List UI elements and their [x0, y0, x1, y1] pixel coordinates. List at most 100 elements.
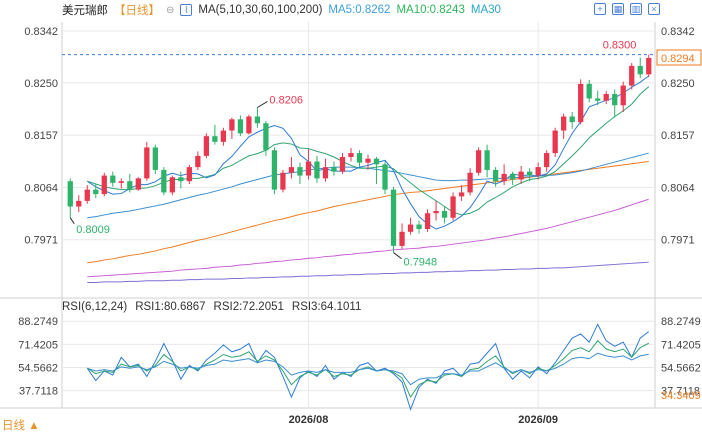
- candle: [118, 178, 124, 189]
- candle: [382, 161, 388, 195]
- candle-body: [254, 116, 261, 124]
- candle: [475, 147, 482, 176]
- period-selector[interactable]: 【日线】: [114, 5, 160, 17]
- candle: [356, 150, 363, 168]
- rsi-tick-right: 54.5662: [661, 362, 701, 374]
- candle: [527, 168, 533, 182]
- candle-body: [612, 94, 618, 106]
- candle-body: [467, 172, 473, 193]
- candle: [629, 63, 635, 90]
- candle-body: [161, 169, 167, 193]
- main-legend: 美元瑞郎 【日线】 ⊖ ⌇ MA(5,10,30,60,100,200) MA5…: [62, 2, 501, 18]
- last-price-label: 0.8294: [661, 53, 695, 65]
- candle-body: [110, 175, 116, 183]
- candle: [246, 114, 252, 135]
- candle-body: [373, 158, 380, 165]
- candle: [424, 209, 431, 232]
- peak-annotation: 0.8206: [269, 95, 303, 107]
- candle: [535, 162, 541, 180]
- high-annotation: 0.8300: [603, 40, 637, 52]
- rsi2-value: RSI2:72.2051: [213, 301, 284, 313]
- candle: [501, 164, 507, 186]
- candle-body: [509, 173, 516, 180]
- candle-body: [280, 172, 286, 190]
- candle-body: [450, 196, 456, 218]
- candle-body: [578, 83, 584, 123]
- candle-body: [348, 153, 354, 157]
- candle: [254, 107, 261, 128]
- candle-body: [629, 65, 635, 86]
- candle: [203, 133, 210, 159]
- price-tick-right: 0.7971: [661, 235, 695, 247]
- candle-body: [552, 130, 558, 154]
- chart-toolbar: + ▦ ▥ ×: [594, 3, 660, 15]
- rsi3-line: [87, 352, 649, 386]
- grid-icon[interactable]: ▦: [612, 3, 624, 15]
- candle: [509, 171, 516, 186]
- candle: [348, 148, 354, 162]
- ma10-line: [87, 86, 650, 216]
- candle-body: [203, 136, 210, 156]
- candle-body: [263, 123, 269, 151]
- candle: [467, 168, 473, 196]
- candle: [612, 89, 618, 118]
- ma5-line: [86, 75, 650, 230]
- candle: [390, 186, 397, 253]
- candle-body: [212, 136, 218, 142]
- crosshair-icon[interactable]: +: [594, 3, 606, 15]
- candle-body: [331, 167, 337, 172]
- layout-icon[interactable]: ▥: [630, 3, 642, 15]
- candle-body: [620, 85, 626, 106]
- indicator-icon[interactable]: ⌇: [180, 4, 193, 16]
- candle-body: [127, 181, 133, 190]
- price-tick-left: 0.8342: [24, 26, 58, 38]
- rsi-tick-right: 88.2749: [661, 316, 701, 328]
- rsi1-value: RSI1:80.6867: [135, 301, 206, 313]
- candle-body: [561, 116, 567, 131]
- candle: [586, 79, 592, 103]
- rsi-params[interactable]: RSI(6,12,24): [62, 301, 128, 313]
- rsi-legend: RSI(6,12,24) RSI1:80.6867 RSI2:72.2051 R…: [62, 301, 361, 313]
- candle-body: [76, 200, 82, 207]
- close-icon[interactable]: ×: [648, 3, 660, 15]
- candle-body: [246, 116, 252, 134]
- candle: [195, 151, 201, 170]
- candle-body: [595, 98, 601, 101]
- candle: [169, 175, 175, 196]
- candle-body: [322, 167, 329, 179]
- candle-body: [178, 177, 184, 182]
- candle-body: [237, 119, 244, 134]
- candle: [492, 167, 499, 187]
- period-tab[interactable]: 日线 ▲: [2, 420, 40, 432]
- candle: [646, 54, 652, 78]
- candle: [569, 112, 575, 129]
- settings-icon[interactable]: ⊖: [166, 4, 175, 16]
- candle: [373, 157, 380, 184]
- rsi-tick-right: 37.7118: [661, 386, 700, 398]
- candle: [212, 124, 218, 145]
- candle-body: [475, 150, 482, 173]
- candle: [135, 177, 141, 191]
- price-tick-left: 0.8250: [24, 78, 58, 90]
- candle: [76, 195, 82, 213]
- price-tick-left: 0.8157: [24, 130, 58, 142]
- candle-body: [152, 147, 158, 170]
- candles: [67, 54, 652, 253]
- candle: [263, 121, 269, 156]
- rsi-tick-left: 54.5662: [18, 362, 58, 374]
- symbol-name[interactable]: 美元瑞郎: [62, 5, 108, 17]
- candle: [314, 155, 320, 183]
- candle-body: [271, 150, 278, 190]
- candle: [637, 57, 643, 79]
- candle-body: [356, 153, 363, 163]
- candle-body: [101, 175, 107, 195]
- candle: [144, 141, 150, 181]
- ma-params[interactable]: MA(5,10,30,60,100,200): [198, 4, 323, 16]
- candle-body: [407, 224, 414, 232]
- candle-body: [433, 211, 439, 214]
- candle: [441, 206, 448, 224]
- rsi-tick-right: 71.4205: [661, 339, 701, 351]
- candle-body: [646, 58, 652, 75]
- rsi-tick-left: 88.2749: [18, 316, 58, 328]
